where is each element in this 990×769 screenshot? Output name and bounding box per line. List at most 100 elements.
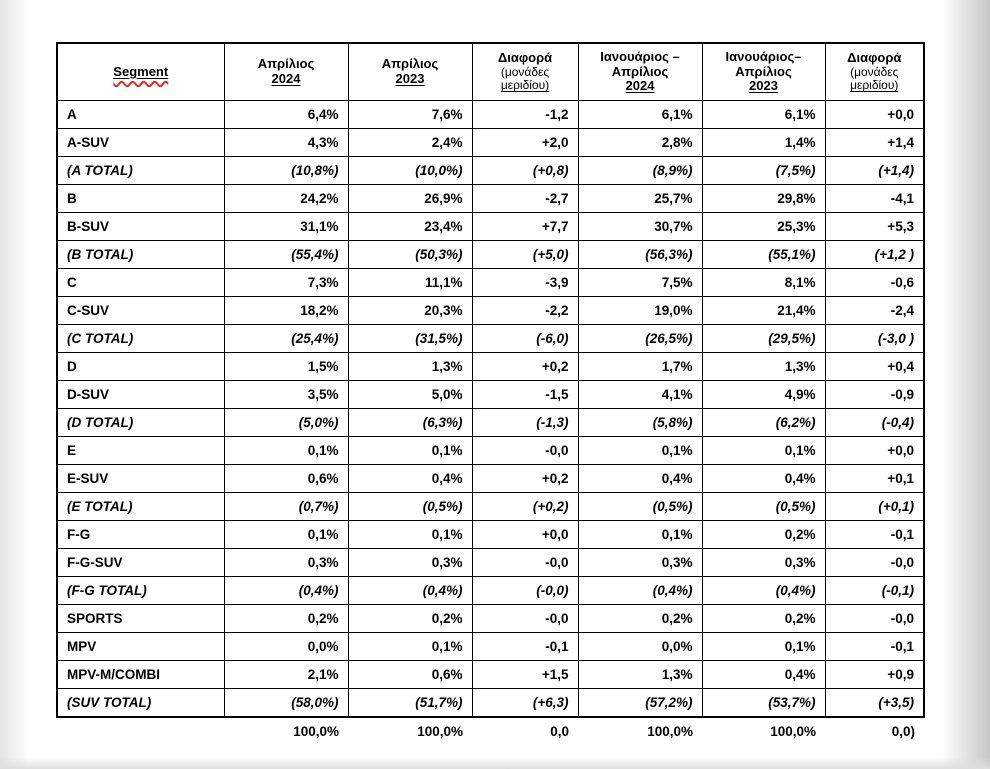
value-cell: -0,6 <box>824 268 925 297</box>
table-row: B 24,2% 26,9% -2,7 25,7% 29,8% -4,1 <box>56 184 925 213</box>
value-cell: 11,1% <box>347 268 473 297</box>
header-line: Απρίλιος <box>381 56 439 72</box>
column-header-april-2023: Απρίλιος 2023 <box>347 42 473 101</box>
value-cell: (-6,0) <box>471 324 579 353</box>
value-cell: (53,7%) <box>701 688 826 718</box>
value-cell: 0,1% <box>701 632 826 661</box>
segment-cell: B-SUV <box>56 212 225 241</box>
segment-share-table: Segment Απρίλιος 2024 Απρίλιος 2023 Διαφορά (μ… <box>56 42 925 718</box>
table-row: F-G-SUV 0,3% 0,3% -0,0 0,3% 0,3% -0,0 <box>56 548 925 577</box>
segment-cell: MPV-M/COMBI <box>56 660 225 689</box>
column-totals-row: 100,0% 100,0% 0,0 100,0% 100,0% 0,0) <box>57 718 925 746</box>
value-cell: 7,3% <box>223 268 349 297</box>
value-cell: +0,0 <box>824 436 925 465</box>
table-row: E 0,1% 0,1% -0,0 0,1% 0,1% +0,0 <box>56 436 925 465</box>
segment-header-text: Segment <box>113 63 169 79</box>
value-cell: 1,3% <box>347 352 473 381</box>
value-cell: (-3,0 ) <box>824 324 925 353</box>
value-cell: 1,3% <box>577 660 703 689</box>
value-cell: 1,3% <box>701 352 826 381</box>
segment-cell: SPORTS <box>56 604 225 633</box>
header-line: Διαφορά <box>497 50 553 66</box>
value-cell: 0,4% <box>701 464 826 493</box>
total-row: (D TOTAL) (5,0%) (6,3%) (-1,3) (5,8%) (6,2%)(… <box>56 408 925 437</box>
value-cell: (-0,0) <box>471 576 579 605</box>
table-row: MPV-M/COMBI 2,1% 0,6% +1,5 1,3% 0,4% +0,9 <box>56 660 925 689</box>
value-cell: 7,5% <box>577 268 703 297</box>
value-cell: -0,1 <box>471 632 579 661</box>
table-row: A 6,4% 7,6% -1,2 6,1% 6,1% +0,0 <box>56 100 925 129</box>
value-cell: (5,8%) <box>577 408 703 437</box>
value-cell: -2,7 <box>471 184 579 213</box>
value-cell: 6,1% <box>701 100 826 129</box>
value-cell: 5,0% <box>347 380 473 409</box>
value-cell: 7,6% <box>347 100 473 129</box>
header-subtitle-line: μεριδίου) <box>850 78 899 93</box>
value-cell: 0,2% <box>223 604 349 633</box>
value-cell: (+1,2 ) <box>824 240 925 269</box>
value-cell: (-1,3) <box>471 408 579 437</box>
value-cell: -0,0 <box>471 436 579 465</box>
segment-cell: (C TOTAL) <box>56 324 225 353</box>
value-cell: 0,1% <box>577 436 703 465</box>
table-row: SPORTS 0,2% 0,2% -0,0 0,2% 0,2% -0,0 <box>56 604 925 633</box>
header-line: Ιανουάριος– <box>725 49 802 65</box>
value-cell: (0,4%) <box>347 576 473 605</box>
value-cell: (-0,4) <box>824 408 925 437</box>
header-line: Διαφορά <box>847 50 902 66</box>
column-header-diff-month: Διαφορά (μονάδες μεριδίου) <box>471 42 579 101</box>
table-row: E-SUV 0,6% 0,4% +0,2 0,4% 0,4% +0,1 <box>56 464 925 493</box>
value-cell: 1,4% <box>701 128 826 157</box>
value-cell: 31,1% <box>223 212 349 241</box>
header-line: 2024 <box>625 78 655 94</box>
footer-total-cell: 100,0% <box>417 724 463 739</box>
footer-total-cell: 0,0) <box>891 724 915 739</box>
total-row: (E TOTAL) (0,7%) (0,5%) (+0,2) (0,5%) (0,5%)(… <box>56 492 925 521</box>
value-cell: 4,9% <box>701 380 826 409</box>
value-cell: (+5,0) <box>471 240 579 269</box>
segment-cell: B <box>56 184 225 213</box>
footer-total-cell <box>57 718 224 746</box>
header-subtitle-line: (μονάδες <box>500 64 550 79</box>
value-cell: -0,1 <box>824 520 925 549</box>
total-row: (A TOTAL) (10,8%) (10,0%) (+0,8) (8,9%) (7,5%… <box>56 156 925 185</box>
value-cell: (29,5%) <box>701 324 826 353</box>
value-cell: 0,0% <box>223 632 349 661</box>
total-row: (SUV TOTAL) (58,0%) (51,7%) (+6,3) (57,2%) (5… <box>56 688 925 718</box>
value-cell: 1,5% <box>223 352 349 381</box>
segment-cell: (SUV TOTAL) <box>56 688 225 718</box>
table-row: B-SUV 31,1% 23,4% +7,7 30,7% 25,3% +5,3 <box>56 212 925 241</box>
value-cell: 0,1% <box>347 632 473 661</box>
value-cell: 0,6% <box>223 464 349 493</box>
value-cell: 6,4% <box>223 100 349 129</box>
value-cell: 2,8% <box>577 128 703 157</box>
segment-cell: E-SUV <box>56 464 225 493</box>
value-cell: 0,2% <box>701 604 826 633</box>
value-cell: -1,5 <box>471 380 579 409</box>
value-cell: (55,1%) <box>701 240 826 269</box>
value-cell: +0,0 <box>471 520 579 549</box>
table-row: D-SUV 3,5% 5,0% -1,5 4,1% 4,9% -0,9 <box>56 380 925 409</box>
value-cell: 4,3% <box>223 128 349 157</box>
segment-cell: E <box>56 436 225 465</box>
header-subtitle-line: (μονάδες <box>850 64 899 79</box>
value-cell: (0,4%) <box>577 576 703 605</box>
header-line: 2023 <box>749 78 778 94</box>
value-cell: -0,0 <box>824 548 925 577</box>
header-line: 2024 <box>271 71 301 86</box>
value-cell: (7,5%) <box>701 156 826 185</box>
value-cell: 23,4% <box>347 212 473 241</box>
value-cell: (25,4%) <box>223 324 349 353</box>
value-cell: 0,6% <box>347 660 473 689</box>
value-cell: 20,3% <box>347 296 473 325</box>
value-cell: 0,3% <box>347 548 473 577</box>
column-header-jan-april-2024: Ιανουάριος – Απρίλιος 2024 <box>577 42 703 101</box>
value-cell: +0,9 <box>824 660 925 689</box>
segment-cell: (E TOTAL) <box>56 492 225 521</box>
value-cell: 0,3% <box>223 548 349 577</box>
header-line: Απρίλιος <box>257 56 315 72</box>
header-line: Ιανουάριος – <box>600 49 680 65</box>
column-header-diff-ytd: Διαφορά (μονάδες μεριδίου) <box>824 42 925 101</box>
total-row: (C TOTAL) (25,4%) (31,5%) (-6,0) (26,5%) (29,… <box>56 324 925 353</box>
value-cell: (0,4%) <box>701 576 826 605</box>
